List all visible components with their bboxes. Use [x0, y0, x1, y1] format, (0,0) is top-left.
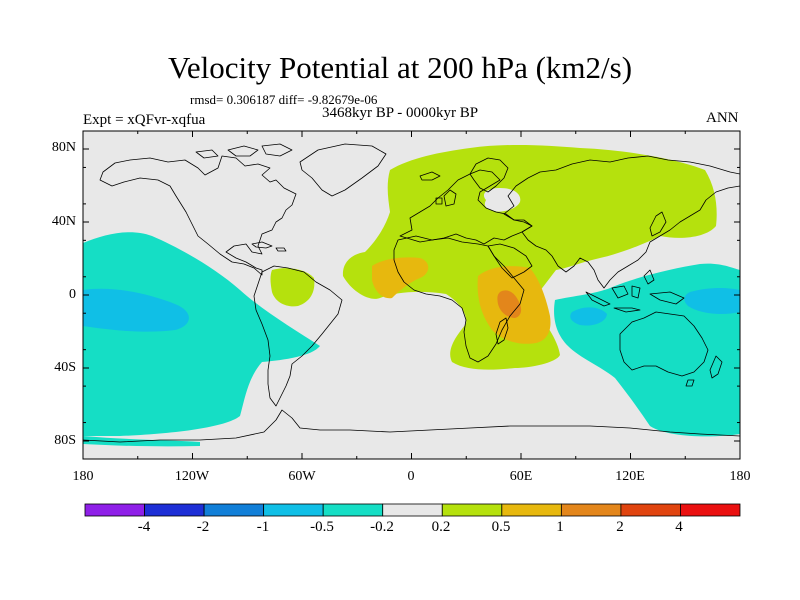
colorbar-swatch: [620, 503, 681, 517]
colorbar-label: 0.2: [431, 519, 451, 535]
coast-japan: [649, 211, 667, 237]
contour-deep-orange-core: [497, 290, 522, 318]
contour-neg-west-pacific-deep: [684, 288, 740, 314]
lon-label-120e: 120E: [615, 469, 645, 484]
colorbar-swatch: [84, 503, 145, 517]
colorbar-swatch: [322, 503, 384, 517]
contour-neg-indian-small: [570, 307, 607, 326]
lat-label-40n: 40N: [51, 214, 76, 229]
coast-arctic-islands: [195, 143, 293, 159]
coast-british-isles: [419, 171, 457, 207]
colorbar-label: -4: [137, 519, 151, 535]
coast-africa: [393, 235, 525, 363]
experiment-label: Expt = xQFvr-xqfua: [83, 112, 206, 128]
lat-label-80n: 80N: [51, 140, 76, 155]
contour-neg-east-pacific-deep: [83, 288, 189, 332]
coast-indonesia: [585, 269, 685, 313]
lon-label-180w: 180: [72, 469, 94, 484]
lon-label-60e: 60E: [509, 469, 533, 484]
coast-madagascar: [495, 317, 509, 345]
lon-label-120w: 120W: [174, 469, 210, 484]
coast-north-america: [99, 155, 297, 276]
contour-hole-europe: [483, 188, 521, 212]
colorbar-swatch: [441, 503, 503, 517]
lat-label-40s: 40S: [54, 360, 76, 375]
colorbar: [84, 503, 741, 517]
contour-pos-south-america: [270, 268, 315, 307]
lat-label-80s: 80S: [54, 433, 76, 448]
colorbar-swatch: [263, 503, 324, 517]
season-label: ANN: [706, 110, 739, 126]
coast-arabia: [487, 243, 533, 279]
axis-ticks: [82, 130, 741, 460]
lon-label-180e: 180: [729, 469, 751, 484]
coast-caribbean: [251, 241, 287, 252]
colorbar-label: 2: [616, 519, 624, 535]
plot-title: Velocity Potential at 200 hPa (km2/s): [167, 50, 633, 85]
colorbar-label: -1: [256, 519, 270, 535]
colorbar-swatch: [203, 503, 265, 517]
colorbar-swatch: [560, 503, 622, 517]
colorbar-label: -0.2: [370, 519, 394, 535]
colorbar-label: -0.5: [310, 519, 334, 535]
colorbar-swatch: [144, 503, 205, 517]
colorbar-label: -2: [196, 519, 210, 535]
contour-orange-west-africa: [372, 257, 429, 299]
coast-antarctica: [83, 409, 740, 443]
coast-asia: [503, 155, 740, 289]
coastlines: [83, 143, 740, 443]
colorbar-label: 1: [556, 519, 564, 535]
period-label: 3468kyr BP - 0000kyr BP: [322, 105, 479, 121]
lon-label-0: 0: [407, 469, 415, 484]
stats-label: rmsd= 0.306187 diff= -9.82679e-06: [190, 92, 378, 107]
colorbar-swatch: [501, 503, 562, 517]
colorbar-swatch: [680, 503, 741, 517]
coast-new-zealand: [685, 355, 723, 387]
coast-australia: [619, 311, 709, 377]
contour-neg-east-pacific: [83, 232, 320, 436]
colorbar-label: 0.5: [491, 519, 511, 535]
lon-label-60w: 60W: [288, 469, 316, 484]
coast-south-america: [253, 265, 343, 407]
coast-scandinavia: [469, 157, 509, 193]
coast-europe: [399, 169, 533, 245]
colorbar-label: 4: [675, 519, 683, 535]
colorbar-swatch: [382, 503, 443, 517]
coast-greenland: [299, 143, 387, 197]
lat-label-0: 0: [69, 287, 76, 302]
